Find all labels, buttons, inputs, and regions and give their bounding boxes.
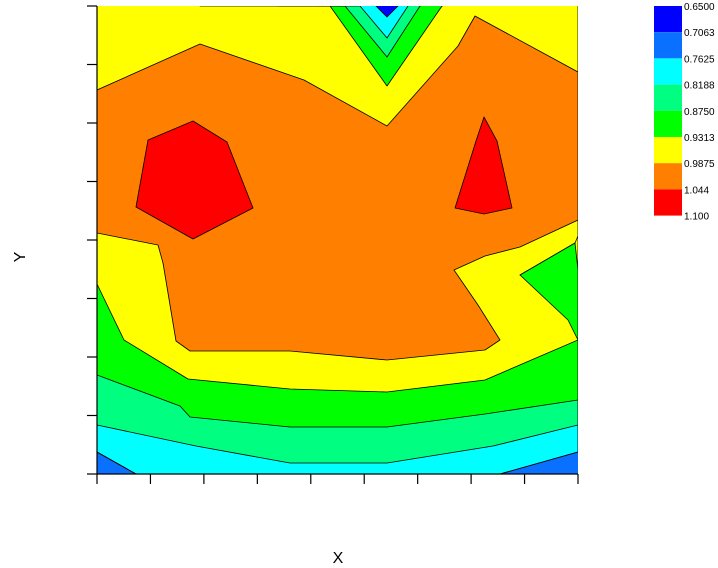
legend-label: 0.7625	[684, 54, 715, 65]
legend-label: 0.8188	[684, 81, 715, 92]
legend-label: 0.9875	[684, 159, 715, 170]
y-axis-title: Y	[12, 251, 29, 262]
legend-label: 1.044	[684, 185, 709, 196]
y-ticks	[87, 5, 97, 475]
legend: 0.6500 0.7063 0.7625 0.8188 0.8750 0.9313 0.98…	[654, 2, 715, 223]
legend-swatch	[654, 84, 682, 111]
contour-lines	[97, 451, 578, 474]
contour-peak-left	[135, 120, 254, 240]
contour-band-blue-top	[375, 6, 399, 18]
contour-fills	[97, 6, 578, 474]
legend-label: 1.100	[684, 212, 709, 223]
legend-swatch	[654, 6, 682, 33]
legend-swatch	[654, 110, 682, 137]
legend-swatch	[654, 58, 682, 85]
legend-label: 0.9313	[684, 133, 715, 144]
x-ticks	[96, 474, 579, 484]
legend-swatch	[654, 32, 682, 59]
legend-swatch	[654, 189, 682, 216]
legend-swatch	[654, 163, 682, 190]
contour-island-green	[519, 242, 578, 341]
contour-line	[97, 451, 137, 474]
x-axis-title: X	[333, 550, 344, 567]
legend-label: 0.7063	[684, 28, 715, 39]
legend-label: 0.6500	[684, 2, 715, 13]
contour-band-orange	[97, 15, 578, 361]
contour-peak-right	[454, 116, 513, 215]
legend-label: 0.8750	[684, 107, 715, 118]
legend-swatch	[654, 137, 682, 164]
contour-line	[499, 451, 578, 474]
